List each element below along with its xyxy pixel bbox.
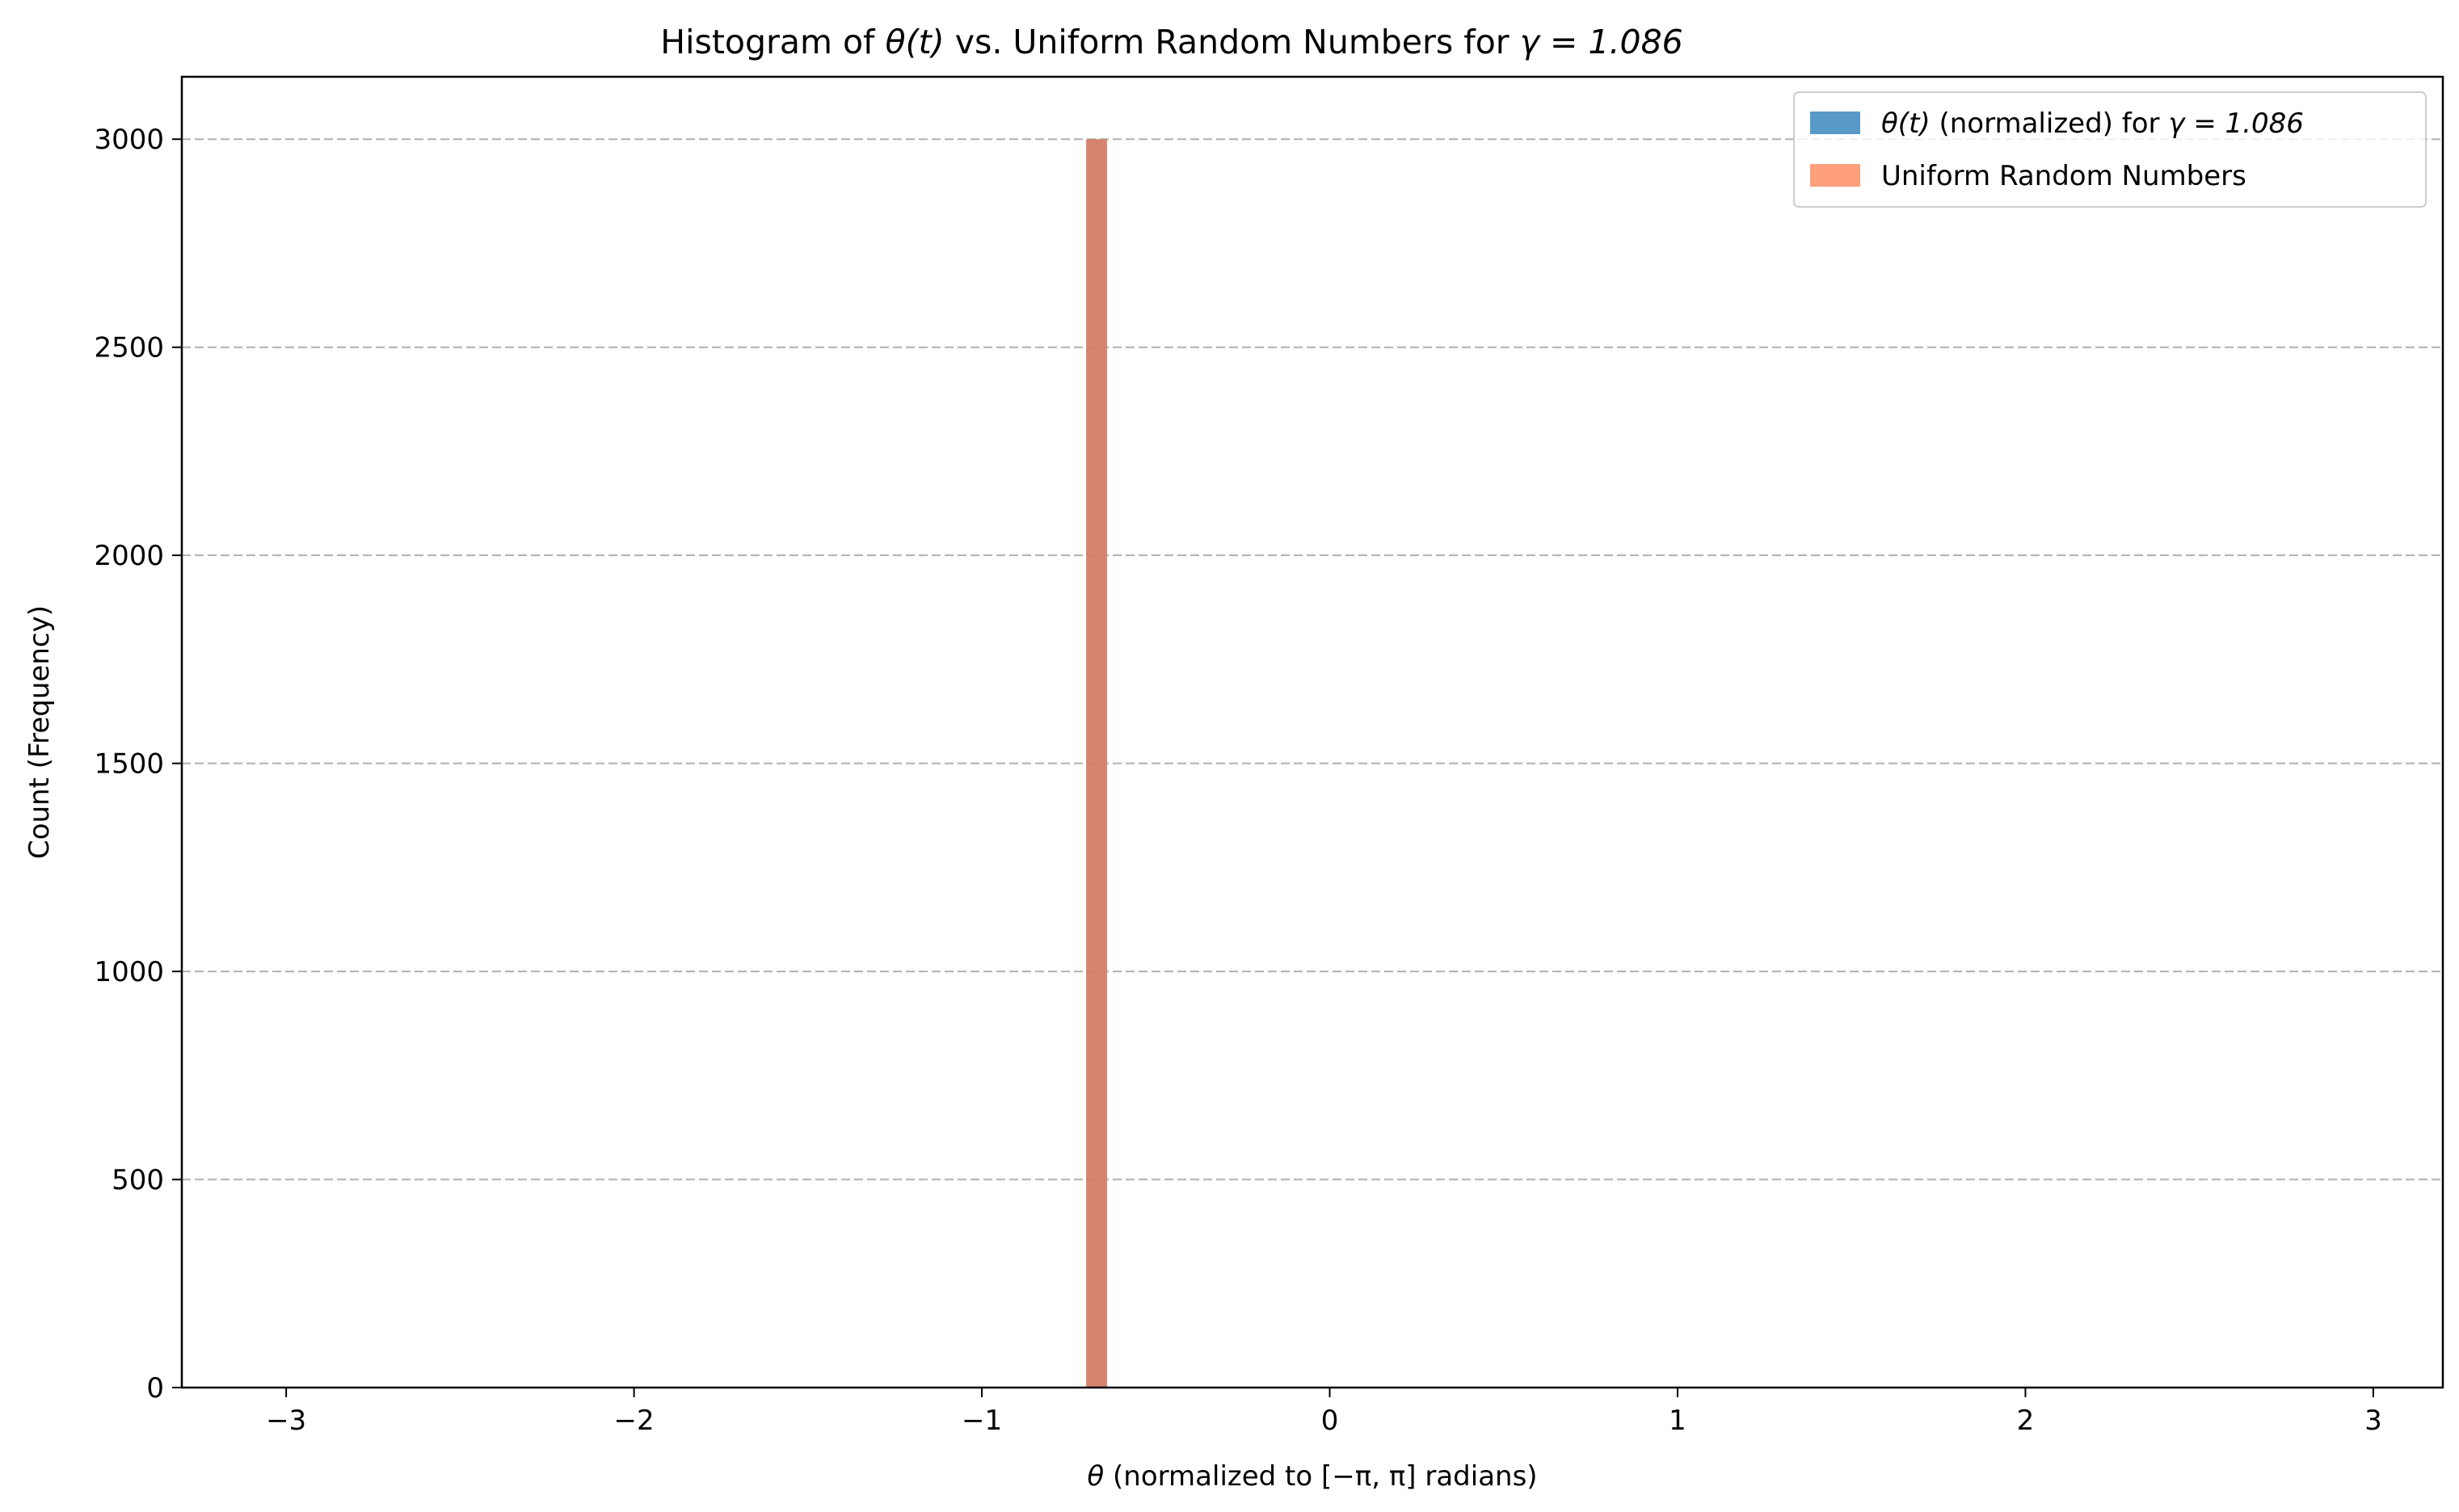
x-tick-label-2: −1: [962, 1405, 1002, 1437]
y-tick-label-1: 500: [112, 1165, 164, 1197]
y-axis-ticks: 0 500 1000 1500 2000 2500 3000: [94, 124, 182, 1405]
y-tick-label-6: 3000: [94, 124, 164, 156]
histogram-bars: [1086, 139, 1108, 1388]
legend-box: [1793, 91, 2427, 208]
legend-label-theta: θ(t) (normalized) for γ = 1.086: [1881, 107, 2304, 140]
y-tick-label-3: 1500: [94, 748, 164, 781]
y-gridlines: [182, 138, 2443, 1181]
y-tick-label-5: 2500: [94, 332, 164, 364]
plot-frame: [180, 75, 2444, 1389]
x-tick-label-4: 1: [1669, 1405, 1686, 1437]
legend: θ(t) (normalized) for γ = 1.086 Uniform …: [1793, 91, 2427, 208]
x-tick-label-3: 0: [1321, 1405, 1339, 1437]
x-tick-label-6: 3: [2364, 1405, 2382, 1437]
chart-title: Histogram of θ(t) vs. Uniform Random Num…: [660, 23, 1683, 61]
x-axis-ticks: −3 −2 −1 0 1 2 3: [266, 1388, 2382, 1437]
y-tick-label-4: 2000: [94, 540, 164, 572]
x-tick-label-5: 2: [2017, 1405, 2035, 1437]
legend-swatch-uniform: [1810, 164, 1860, 187]
histogram-bar-series-1-bin-0: [1086, 139, 1108, 1388]
x-tick-label-0: −3: [266, 1405, 306, 1437]
y-axis-label: Count (Frequency): [23, 605, 56, 859]
x-axis-label: θ (normalized to [−π, π] radians): [1087, 1460, 1537, 1493]
x-tick-label-1: −2: [614, 1405, 655, 1437]
legend-swatch-theta: [1810, 112, 1860, 134]
y-tick-label-0: 0: [146, 1372, 164, 1405]
y-tick-label-2: 1000: [94, 956, 164, 988]
legend-label-uniform: Uniform Random Numbers: [1881, 160, 2246, 192]
